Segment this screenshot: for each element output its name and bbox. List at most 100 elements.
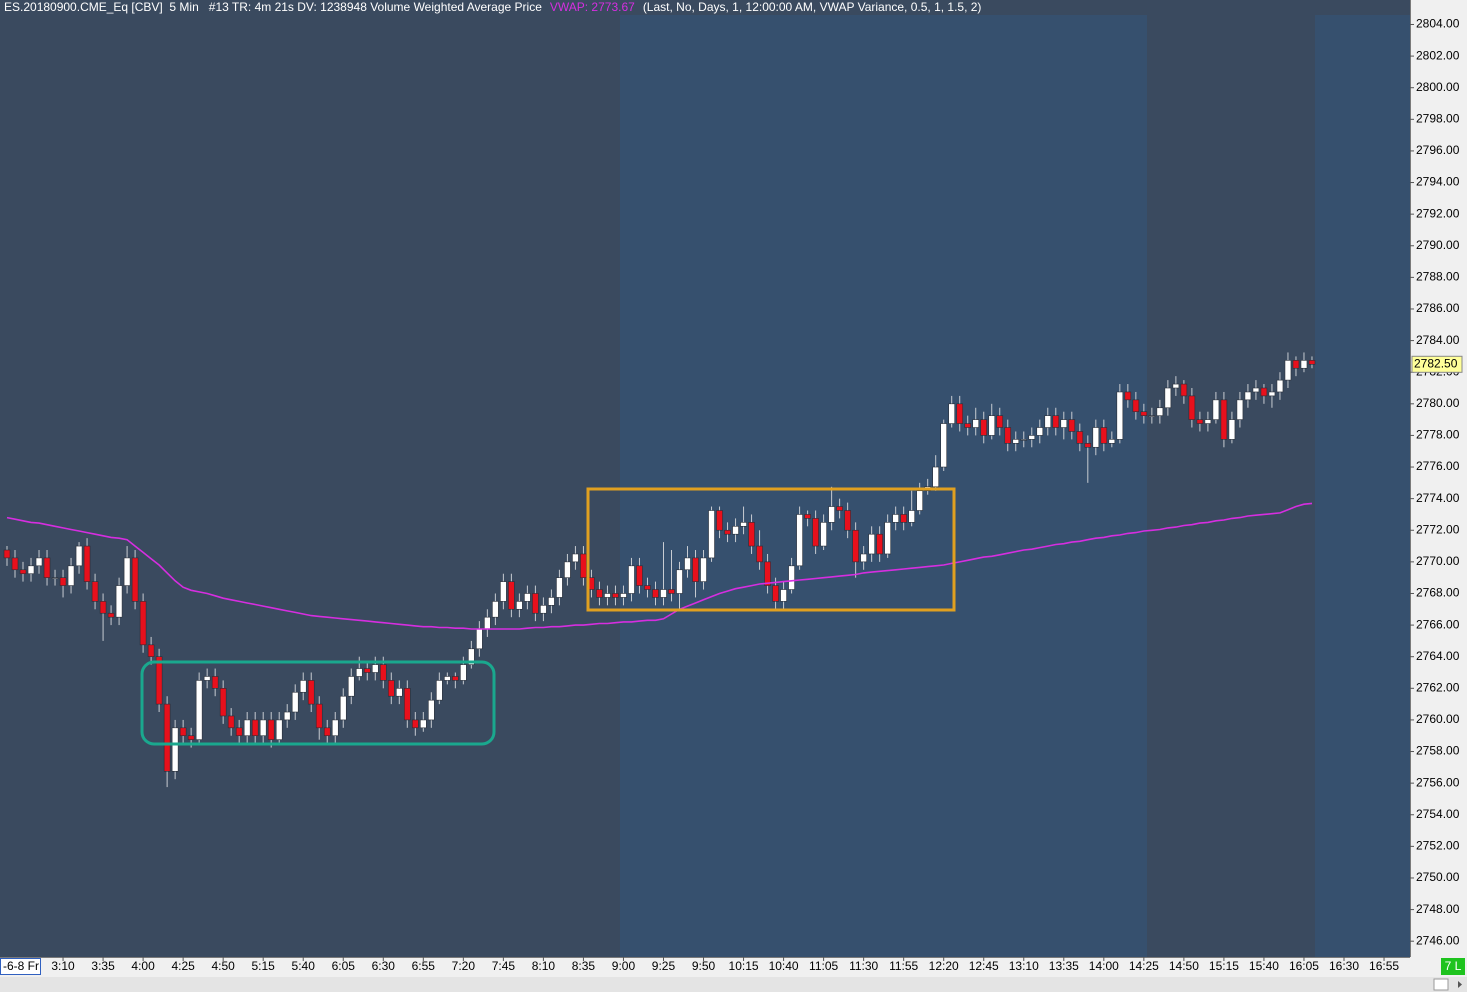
- candle-body: [972, 419, 980, 428]
- candle-body: [492, 601, 499, 618]
- x-tick-label: 15:40: [1249, 959, 1279, 973]
- scrollbar-track[interactable]: [0, 977, 1467, 992]
- y-tick-label: 2800.00: [1416, 80, 1460, 94]
- candle-body: [219, 688, 227, 717]
- candle-body: [1132, 399, 1140, 413]
- range-box-teal: [140, 660, 496, 746]
- y-tick-label: 2754.00: [1416, 807, 1460, 821]
- x-tick-label: 13:35: [1049, 959, 1079, 973]
- candle-body: [1140, 411, 1148, 416]
- candle-body: [1292, 360, 1300, 369]
- candle-body: [852, 529, 859, 563]
- candle-body: [1012, 439, 1020, 444]
- header-vwap: VWAP: 2773.67: [550, 0, 635, 14]
- candle-body: [948, 403, 956, 424]
- y-tick-label: 2752.00: [1416, 839, 1460, 853]
- candle-body: [716, 510, 723, 531]
- y-tick-label: 2802.00: [1416, 48, 1460, 62]
- scrollbar-thumb[interactable]: [1433, 978, 1449, 991]
- x-tick-label: 10:40: [769, 959, 799, 973]
- date-label: -6-8 Fr: [3, 959, 39, 973]
- y-tick-label: 2788.00: [1416, 270, 1460, 284]
- x-tick-label: 8:10: [532, 959, 556, 973]
- x-tick-label: 16:30: [1329, 959, 1359, 973]
- candle-body: [211, 676, 219, 689]
- x-tick-label: 11:30: [849, 959, 878, 973]
- candle-body: [420, 719, 427, 729]
- candle-body: [51, 577, 59, 579]
- y-tick-label: 2778.00: [1416, 428, 1460, 442]
- candle-body: [884, 522, 891, 555]
- y-tick-label: 2764.00: [1416, 649, 1460, 663]
- x-tick-label: 9:00: [612, 959, 636, 973]
- candle-body: [1308, 360, 1316, 365]
- candle-body: [347, 676, 355, 697]
- header-parameters: (Last, No, Days, 1, 12:00:00 AM, VWAP Va…: [643, 0, 982, 14]
- candle-body: [187, 735, 195, 740]
- candle-body: [1284, 360, 1292, 381]
- candle-body: [1044, 415, 1052, 428]
- y-tick-label: 2774.00: [1416, 491, 1460, 505]
- candle-body: [1028, 435, 1036, 440]
- candle-body: [572, 553, 579, 563]
- candle-body: [452, 676, 459, 681]
- status-box: [1441, 958, 1465, 975]
- candle-body: [732, 526, 739, 535]
- candle-body: [27, 565, 35, 575]
- candle-body: [1244, 391, 1252, 401]
- candle-body: [379, 664, 387, 681]
- candle-body: [980, 419, 988, 436]
- candle-body: [468, 648, 475, 665]
- candle-body: [67, 565, 75, 586]
- y-tick-label: 2748.00: [1416, 902, 1460, 916]
- candle-body: [91, 581, 99, 602]
- candle-body: [988, 415, 996, 436]
- y-tick-label: 2796.00: [1416, 143, 1460, 157]
- candle-body: [708, 510, 715, 559]
- x-tick-label: 13:10: [1009, 959, 1039, 973]
- candle-body: [243, 719, 251, 737]
- candle-body: [892, 514, 899, 523]
- status-text: 7 L: [1445, 959, 1462, 973]
- y-tick-label: 2770.00: [1416, 554, 1460, 568]
- candle-body: [1212, 399, 1220, 420]
- candle-body: [796, 514, 803, 567]
- candle-body: [307, 680, 315, 705]
- candle-body: [1108, 439, 1116, 444]
- date-label-box: [0, 958, 41, 975]
- candle-body: [3, 549, 11, 559]
- candle-body: [444, 676, 451, 681]
- candle-body: [107, 612, 115, 618]
- candle-body: [291, 691, 299, 713]
- candle-body: [788, 565, 795, 590]
- candle-body: [612, 593, 619, 598]
- candle-body: [684, 557, 691, 571]
- x-tick-label: 12:45: [969, 959, 999, 973]
- candle-body: [692, 557, 699, 582]
- x-tick-label: 14:50: [1169, 959, 1199, 973]
- candle-body: [932, 466, 939, 488]
- candle-body: [596, 589, 603, 598]
- x-tick-label: 3:35: [91, 959, 115, 973]
- y-tick-label: 2772.00: [1416, 522, 1460, 536]
- candle-body: [1156, 407, 1164, 416]
- candle-body: [83, 545, 91, 582]
- candle-body: [1196, 419, 1204, 424]
- candle-body: [35, 557, 43, 567]
- candle-body: [860, 553, 867, 563]
- scroll-arrow[interactable]: [1458, 981, 1462, 988]
- candle-body: [484, 616, 491, 630]
- candle-body: [163, 703, 171, 772]
- candle-body: [876, 533, 883, 555]
- candle-body: [1260, 387, 1268, 397]
- candle-body: [1276, 379, 1284, 393]
- candle-body: [436, 680, 443, 701]
- candle-body: [1036, 427, 1044, 436]
- candle-body: [548, 597, 555, 606]
- candle-body: [868, 533, 875, 555]
- y-tick-label: 2760.00: [1416, 712, 1460, 726]
- candle-body: [1252, 387, 1260, 393]
- candle-body: [556, 577, 563, 598]
- candle-body: [363, 668, 371, 673]
- candle-body: [323, 727, 331, 737]
